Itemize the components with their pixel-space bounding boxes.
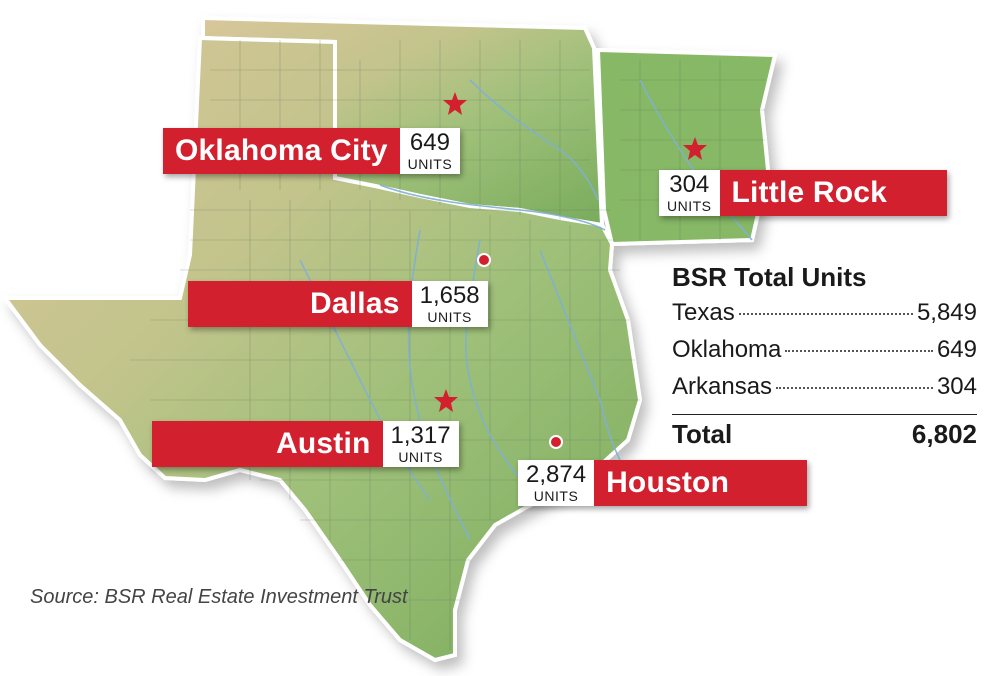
unit-count-box: 304 UNITS <box>659 170 720 216</box>
city-label-houston: 2,874 UNITS Houston <box>518 460 808 506</box>
dot-leader <box>785 350 933 352</box>
star-icon <box>434 389 458 412</box>
star-icon <box>683 137 707 160</box>
unit-word: UNITS <box>667 198 712 214</box>
unit-count: 1,658 <box>419 282 480 309</box>
unit-word: UNITS <box>427 309 472 325</box>
total-label: Total <box>672 419 733 449</box>
unit-word: UNITS <box>407 156 453 172</box>
source-note: Source: BSR Real Estate Investment Trust <box>30 586 408 608</box>
unit-count: 1,317 <box>390 422 451 449</box>
city-label-dallas: Dallas 1,658 UNITS <box>188 281 488 327</box>
unit-count-box: 649 UNITS <box>399 128 461 174</box>
city-name: Houston <box>594 460 808 506</box>
landmass <box>1 15 778 663</box>
city-name: Dallas <box>188 281 412 327</box>
state-value: 304 <box>936 373 977 400</box>
unit-count: 2,874 <box>526 461 587 488</box>
totals-row-arkansas: Arkansas 304 <box>672 373 977 410</box>
city-dot-icon <box>549 435 563 449</box>
unit-count-box: 1,317 UNITS <box>382 421 459 467</box>
totals-row-texas: Texas 5,849 <box>672 299 977 336</box>
totals-row-oklahoma: Oklahoma 649 <box>672 336 977 373</box>
unit-count-box: 2,874 UNITS <box>518 460 595 506</box>
city-label-little-rock: 304 UNITS Little Rock <box>659 170 948 216</box>
unit-count: 304 <box>669 171 710 198</box>
totals-table: BSR Total Units Texas 5,849 Oklahoma 649… <box>672 262 977 450</box>
state-value: 649 <box>936 336 977 363</box>
dot-leader <box>776 387 933 389</box>
state-name: Oklahoma <box>672 336 782 363</box>
city-name: Oklahoma City <box>163 128 400 174</box>
unit-count: 649 <box>409 129 450 156</box>
state-name: Texas <box>672 299 735 326</box>
city-label-oklahoma-city: Oklahoma City 649 UNITS <box>163 128 461 174</box>
city-markers <box>434 92 707 449</box>
unit-count-box: 1,658 UNITS <box>411 281 488 327</box>
state-name: Arkansas <box>672 373 773 400</box>
totals-total-row: Total 6,802 <box>672 414 977 450</box>
total-value: 6,802 <box>911 419 977 449</box>
city-name: Austin <box>152 421 383 467</box>
dot-leader <box>738 313 913 315</box>
city-dot-icon <box>477 253 491 267</box>
city-name: Little Rock <box>719 170 948 216</box>
city-label-austin: Austin 1,317 UNITS <box>152 421 459 467</box>
unit-word: UNITS <box>398 449 443 465</box>
unit-word: UNITS <box>533 488 579 504</box>
state-value: 5,849 <box>916 299 977 326</box>
star-icon <box>443 92 467 115</box>
totals-title: BSR Total Units <box>672 262 867 292</box>
